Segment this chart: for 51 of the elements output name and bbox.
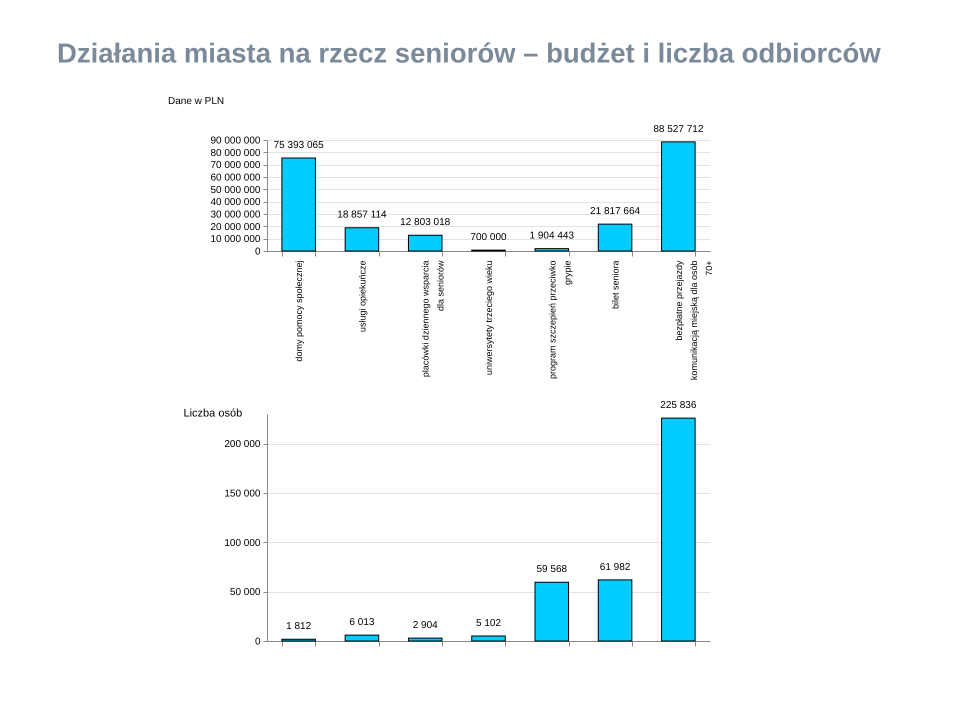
y-tick-label: 20 000 000 [210,222,261,233]
bar [534,582,570,642]
data-label: 1 812 [286,621,312,632]
chart-title: Działania miasta na rzecz seniorów – budżet i liczba odbiorców [57,37,882,68]
data-label: 59 568 [536,564,568,576]
bar [408,234,442,252]
y-tick-label: 50 000 [230,587,261,598]
y-tick-label: 70 000 000 [210,160,261,172]
x-tick-label: bilet seniora [610,260,621,310]
x-tick-label: usługi opiekuńcze [357,260,368,332]
y-tick-label: 200 000 [224,439,261,450]
y-tick-label: 10 000 000 [210,234,261,246]
bar [534,248,570,252]
data-label: 6 013 [349,617,375,628]
bar [661,418,696,642]
x-tick-label: program szczepień przeciwko grypie [547,260,572,380]
x-tick-label: uniwersytety trzeciego wieku [484,260,494,376]
chart-subtitle: Dane w PLN [168,96,224,107]
data-label: 75 393 065 [274,140,324,152]
y-tick-label: 40 000 000 [210,197,261,208]
data-label: 225 836 [660,400,697,412]
x-tick-label: domy pomocy społecznej [294,260,304,362]
y-tick-label: 0 [254,246,261,258]
y-tick-label: 90 000 000 [210,136,261,146]
bar [598,224,632,252]
y-tick-label: 150 000 [224,488,261,500]
y-axis-title: Liczba osób [184,408,242,420]
bar [281,158,316,252]
data-label: 700 000 [470,232,508,244]
x-tick-label: bezpłatne przejazdy komunikacją miejską dla osób 70+ [674,260,714,380]
data-label: 61 982 [600,562,631,573]
data-label: 1 904 443 [530,230,574,242]
y-tick-label: 30 000 000 [210,210,261,220]
y-tick-label: 80 000 000 [210,148,261,159]
y-tick-label: 0 [254,636,261,648]
data-label: 21 817 664 [590,206,641,218]
data-label: 18 857 114 [337,210,388,221]
y-tick-label: 100 000 [224,538,261,549]
bar [661,141,696,252]
y-tick-label: 60 000 000 [210,172,261,184]
data-label: 5 102 [476,618,502,629]
data-label: 12 803 018 [400,217,451,228]
data-label: 88 527 712 [653,124,704,135]
y-tick-label: 50 000 000 [210,184,261,196]
bar [344,634,380,642]
bar [598,579,632,642]
bar [344,227,380,252]
bar [408,638,442,642]
x-tick-label: placówki dziennego wsparcia dla seniorów [420,260,446,378]
data-label: 2 904 [412,620,438,632]
bar [471,635,506,642]
